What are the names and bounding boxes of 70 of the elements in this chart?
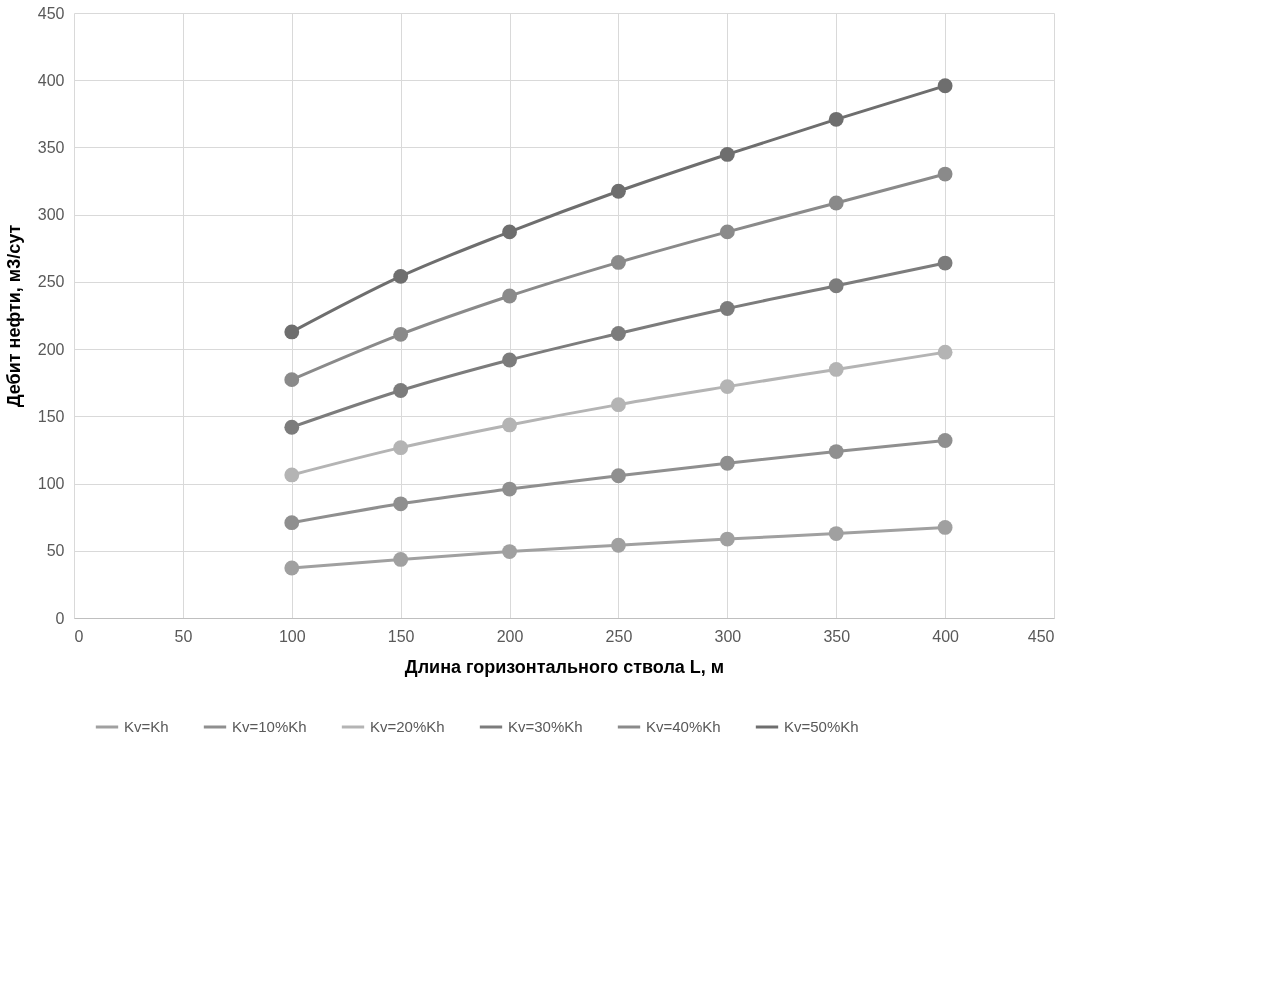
point: [828, 362, 844, 377]
x-tick-label: 200: [496, 627, 524, 645]
point: [393, 551, 409, 567]
point: [502, 417, 517, 433]
x-tick-label: 250: [605, 627, 633, 645]
y-tick-label: 200: [37, 340, 65, 358]
point: [719, 531, 735, 547]
point: [393, 326, 409, 342]
y-tick-label: 400: [37, 71, 65, 89]
x-tick-label: 100: [278, 627, 306, 645]
y-tick-label: 150: [37, 407, 65, 425]
x-tick-label: 400: [932, 627, 960, 645]
y-tick-label: 250: [37, 273, 65, 291]
point: [611, 254, 626, 270]
x-tick-label: 350: [823, 627, 851, 645]
point: [611, 537, 626, 553]
point: [828, 526, 844, 541]
point: [393, 383, 409, 398]
legend-label: Kv=40%Kh: [646, 718, 721, 735]
x-axis-title: Длина горизонтального ствола L, м: [404, 656, 725, 677]
x-tick-label: 300: [714, 627, 742, 645]
point: [611, 468, 626, 484]
point: [502, 288, 517, 304]
point: [828, 444, 844, 459]
point: [284, 467, 300, 483]
legend-label: Kv=50%Kh: [784, 718, 859, 735]
point: [284, 515, 300, 531]
point: [393, 496, 409, 512]
point: [502, 544, 517, 559]
y-tick-label: 50: [46, 542, 65, 560]
x-tick-label: 450: [1027, 627, 1055, 645]
legend-label: Kv=20%Kh: [370, 718, 445, 735]
point: [719, 455, 735, 471]
point: [719, 379, 735, 395]
point: [611, 183, 626, 199]
legend-label: Kv=30%Kh: [508, 718, 583, 735]
point: [937, 166, 953, 182]
point: [611, 397, 626, 413]
y-tick-label: 450: [37, 4, 65, 22]
y-tick-label: 100: [37, 475, 65, 493]
legend-label: Kv=Kh: [124, 718, 169, 735]
point: [719, 301, 735, 316]
point: [284, 560, 300, 576]
point: [284, 372, 300, 388]
x-tick-label: 0: [74, 627, 84, 645]
point: [393, 268, 409, 284]
legend-label: Kv=10%Kh: [232, 718, 307, 735]
y-axis-title: Дебит нефти, м3/сут: [3, 224, 24, 408]
point: [828, 278, 844, 294]
point: [284, 419, 300, 435]
point: [502, 481, 517, 497]
point: [611, 326, 626, 341]
y-tick-label: 0: [55, 609, 65, 627]
x-tick-label: 50: [174, 627, 193, 645]
point: [719, 147, 735, 162]
point: [937, 344, 953, 360]
point: [828, 195, 844, 211]
y-tick-label: 350: [37, 138, 65, 156]
point: [937, 78, 953, 94]
point: [502, 352, 517, 368]
x-tick-label: 150: [387, 627, 415, 645]
point: [502, 224, 517, 240]
point: [937, 433, 953, 448]
point: [937, 519, 953, 535]
y-tick-label: 300: [37, 206, 65, 224]
point: [937, 255, 953, 271]
point: [284, 324, 300, 340]
point: [828, 111, 844, 127]
point: [719, 224, 735, 240]
point: [393, 440, 409, 456]
